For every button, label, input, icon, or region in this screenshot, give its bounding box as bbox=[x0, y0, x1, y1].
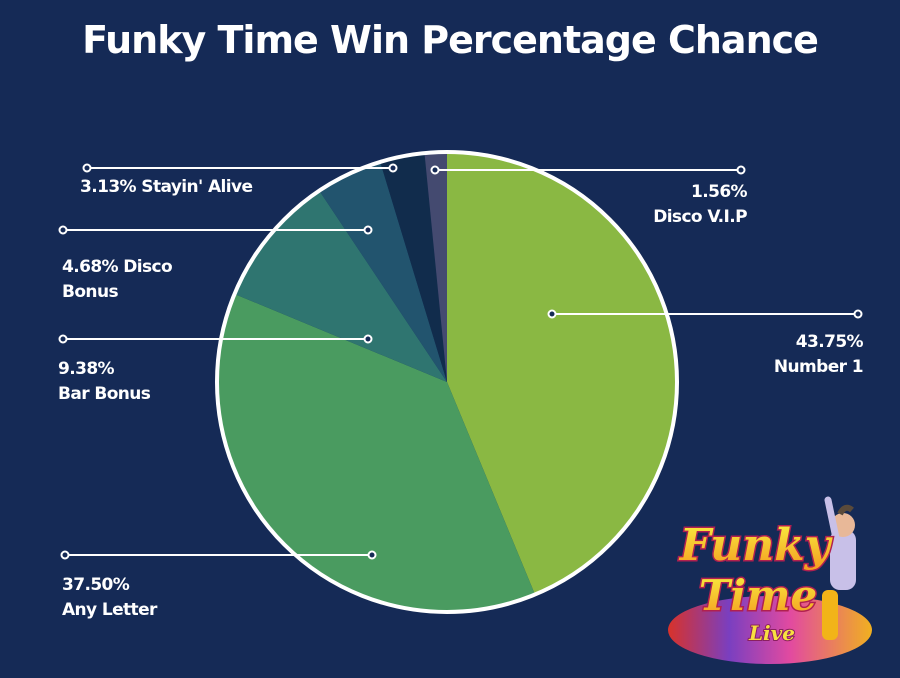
chart-title: Funky Time Win Percentage Chance bbox=[82, 18, 819, 62]
label-text: 3.13% Stayin' Alive bbox=[80, 177, 253, 197]
leader-dots bbox=[58, 163, 863, 560]
pie-slice-disco-bonus bbox=[319, 162, 447, 382]
label-name: Number 1 bbox=[773, 357, 864, 377]
label-any-letter: 37.50% Any Letter bbox=[62, 573, 157, 623]
logo-word-live: Live bbox=[748, 621, 795, 645]
label-name: Bonus bbox=[62, 282, 119, 302]
pie-slice-bar-bonus bbox=[235, 191, 447, 382]
label-bar-bonus: 9.38% Bar Bonus bbox=[58, 357, 151, 407]
label-name: Disco V.I.P bbox=[653, 207, 747, 227]
label-name: Bar Bonus bbox=[58, 384, 151, 404]
label-percent: 4.68% Disco bbox=[62, 257, 173, 277]
dance-floor-disc bbox=[668, 596, 872, 664]
pie-slice-disco-v-i-p bbox=[424, 153, 447, 382]
leader-lines bbox=[63, 167, 858, 556]
funky-time-live-logo: Funky Time Live bbox=[668, 496, 872, 664]
label-disco-vip: 1.56% Disco V.I.P bbox=[640, 180, 747, 230]
label-percent: 43.75% bbox=[795, 332, 864, 352]
label-percent: 37.50% bbox=[62, 575, 130, 595]
pie-border bbox=[215, 150, 679, 614]
label-disco-bonus: 4.68% Disco Bonus bbox=[62, 255, 173, 305]
dancer-figure bbox=[822, 496, 856, 640]
label-stayin-alive: 3.13% Stayin' Alive bbox=[80, 175, 253, 200]
label-name: Any Letter bbox=[62, 600, 157, 620]
label-percent: 9.38% bbox=[58, 359, 115, 379]
logo-word-funky: Funky bbox=[678, 520, 834, 571]
pie-slice-number-1 bbox=[447, 153, 677, 594]
label-percent: 1.56% bbox=[691, 182, 748, 202]
logo-word-time: Time bbox=[699, 571, 817, 620]
label-number-1: 43.75% Number 1 bbox=[740, 330, 864, 380]
pie-slice-stayin-alive bbox=[380, 154, 447, 382]
pie-slices bbox=[217, 153, 677, 612]
pie-slice-any-letter bbox=[217, 294, 535, 612]
